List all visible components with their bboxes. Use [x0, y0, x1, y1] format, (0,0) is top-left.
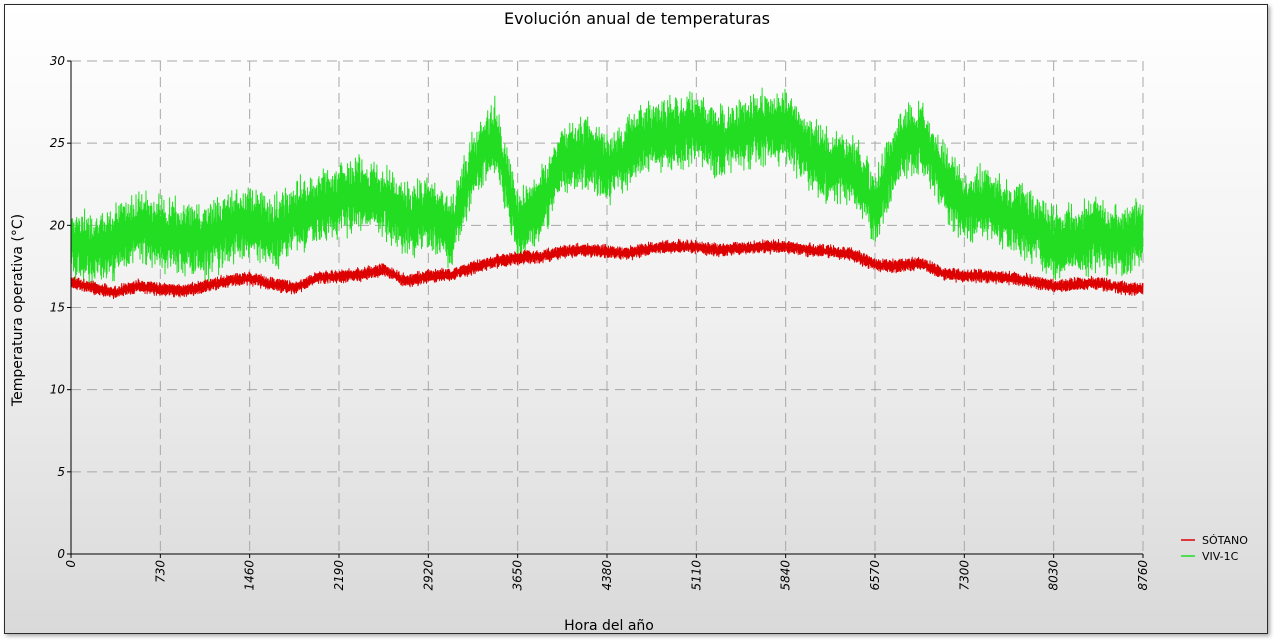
- axes: [67, 60, 1144, 558]
- chart-frame: Evolución anual de temperaturas 0 5 10 15 20…: [4, 4, 1268, 634]
- x-tick-label: 5110: [689, 560, 703, 591]
- y-tick-labels: 0 5 10 15 20 25 30: [50, 54, 66, 561]
- y-tick-label: 5: [57, 465, 65, 479]
- y-tick-label: 15: [50, 301, 65, 315]
- x-axis-label: Hora del año: [564, 618, 654, 634]
- y-tick-label: 25: [50, 136, 65, 150]
- x-tick-label: 5840: [779, 560, 793, 591]
- x-tick-label: 6570: [868, 560, 882, 591]
- y-tick-label: 20: [50, 218, 66, 232]
- x-tick-label: 8760: [1136, 560, 1150, 591]
- y-tick-label: 10: [50, 383, 66, 397]
- x-tick-label: 2920: [421, 560, 435, 591]
- x-tick-label: 0: [64, 560, 78, 568]
- series-lines: [70, 87, 1144, 300]
- x-tick-label: 8030: [1047, 560, 1061, 591]
- x-tick-label: 730: [153, 560, 167, 583]
- y-axis-label: Temperatura operativa (°C): [10, 214, 26, 407]
- temperature-chart: Evolución anual de temperaturas 0 5 10 15 20…: [10, 9, 1248, 634]
- y-tick-label: 30: [50, 54, 66, 68]
- legend-label: VIV-1C: [1202, 550, 1239, 563]
- chart-title: Evolución anual de temperaturas: [504, 9, 770, 28]
- x-tick-label: 4380: [600, 560, 614, 591]
- series-line-sotano: [70, 238, 1144, 300]
- y-tick-label: 0: [57, 547, 65, 561]
- x-tick-label: 3650: [511, 560, 525, 591]
- legend: SÓTANO VIV-1C: [1181, 534, 1248, 563]
- x-tick-label: 1460: [243, 560, 257, 591]
- series-line-viv-1c: [70, 87, 1144, 287]
- legend-label: SÓTANO: [1202, 534, 1248, 547]
- x-tick-label: 7300: [957, 560, 971, 591]
- x-tick-label: 2190: [332, 560, 346, 591]
- x-tick-labels: 0 730 1460 2190 2920 3650 4380 5110 5840 6570 7300…: [64, 560, 1150, 591]
